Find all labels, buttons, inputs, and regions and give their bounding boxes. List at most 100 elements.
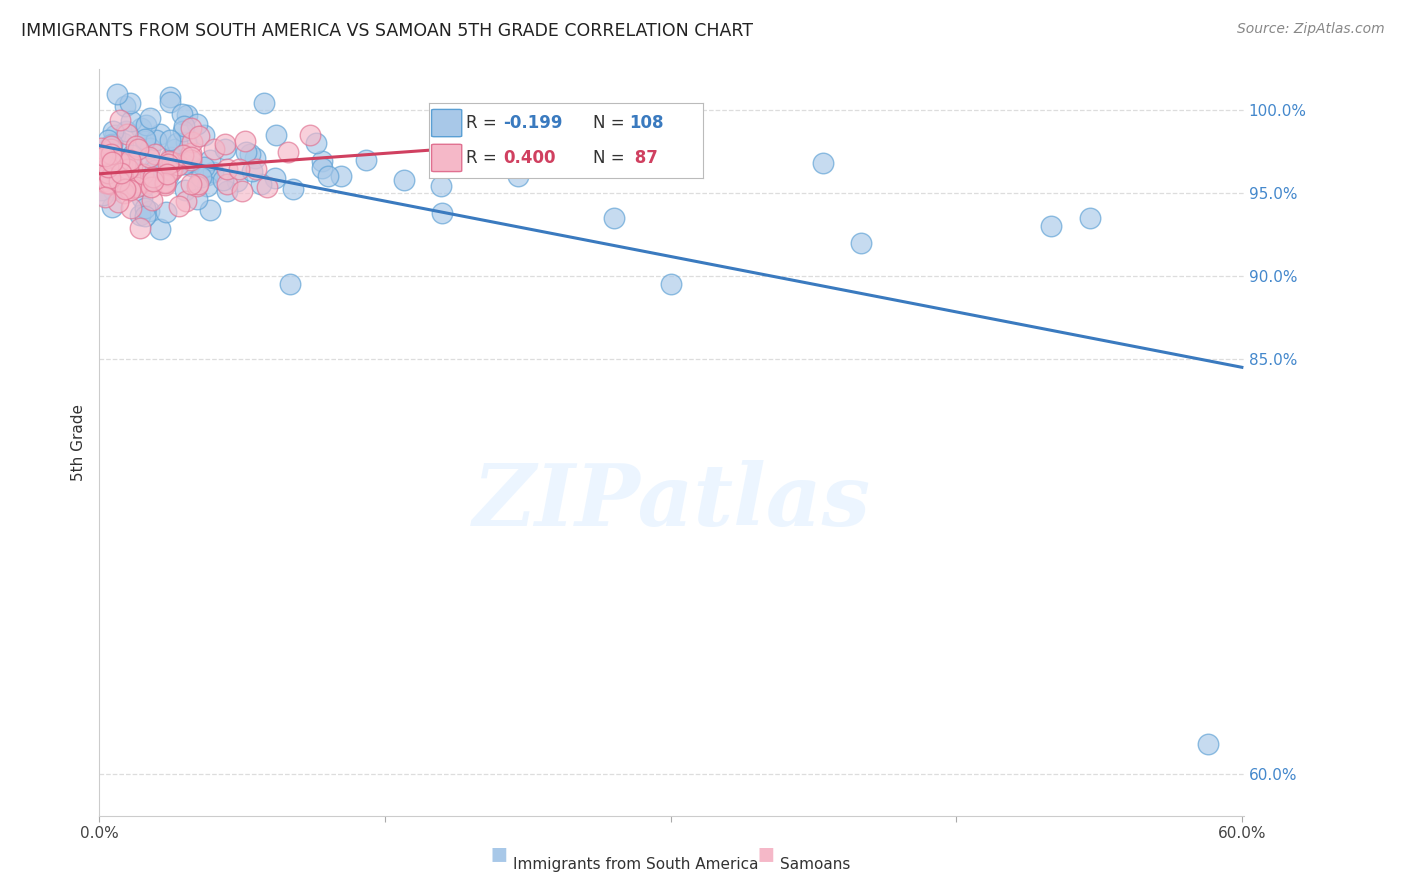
Text: Samoans: Samoans [780, 857, 851, 872]
Point [195, 168, 218, 182]
Point [108, 153, 131, 168]
Point [215, 178, 238, 192]
Point [231, 184, 253, 198]
Point [103, 153, 125, 168]
Point [101, 200, 124, 214]
Text: R =: R = [465, 114, 502, 132]
Point [111, 157, 134, 171]
Point [245, 151, 267, 165]
Point [101, 155, 124, 169]
Point [299, 128, 322, 143]
Point [214, 142, 236, 156]
Point [167, 158, 190, 172]
Point [329, 169, 352, 184]
Point [108, 112, 131, 127]
Point [118, 96, 141, 111]
Point [180, 150, 202, 164]
Point [172, 124, 194, 138]
Point [128, 220, 150, 235]
Point [91, 187, 114, 202]
Point [138, 150, 160, 164]
Point [96, 171, 118, 186]
Point [120, 179, 142, 194]
Point [125, 179, 148, 194]
Point [149, 128, 172, 142]
Point [93, 149, 115, 163]
Point [97, 166, 120, 180]
Point [157, 154, 180, 169]
Point [174, 194, 197, 208]
FancyBboxPatch shape [432, 145, 461, 171]
Point [94, 189, 117, 203]
Text: R =: R = [465, 149, 502, 167]
Point [180, 154, 202, 169]
Point [100, 177, 122, 191]
Point [114, 165, 136, 179]
Point [105, 170, 128, 185]
Point [180, 159, 202, 173]
Point [166, 136, 188, 151]
Point [159, 95, 181, 109]
Point [155, 205, 177, 219]
Point [129, 208, 152, 222]
Point [118, 169, 141, 184]
Point [311, 161, 333, 175]
Point [180, 120, 202, 135]
Point [138, 203, 160, 218]
Point [112, 167, 135, 181]
Point [94, 176, 117, 190]
Point [108, 174, 131, 188]
Text: ▪: ▪ [756, 839, 776, 867]
Point [156, 169, 179, 184]
Point [1197, 738, 1219, 752]
Point [228, 162, 250, 177]
Point [239, 147, 262, 161]
Point [90, 184, 112, 198]
Point [187, 178, 209, 192]
Point [105, 87, 128, 101]
Point [316, 169, 339, 184]
Point [188, 128, 211, 143]
Point [354, 153, 377, 167]
Point [235, 145, 257, 159]
Point [97, 176, 120, 190]
Text: N =: N = [593, 149, 630, 167]
Point [114, 179, 136, 194]
Point [145, 147, 167, 161]
Text: IMMIGRANTS FROM SOUTH AMERICA VS SAMOAN 5TH GRADE CORRELATION CHART: IMMIGRANTS FROM SOUTH AMERICA VS SAMOAN … [21, 22, 754, 40]
Point [120, 114, 142, 128]
Point [135, 176, 157, 190]
Point [117, 174, 139, 188]
Point [277, 145, 299, 160]
Point [266, 128, 288, 142]
Point [94, 159, 117, 173]
Point [131, 121, 153, 136]
Point [127, 142, 149, 156]
Point [104, 128, 127, 142]
Point [100, 136, 122, 151]
Point [134, 132, 156, 146]
Point [283, 182, 305, 196]
Point [186, 179, 208, 194]
Point [134, 178, 156, 193]
Point [153, 174, 176, 188]
Point [198, 153, 221, 167]
Point [1040, 219, 1063, 234]
Point [602, 211, 624, 225]
Point [114, 157, 136, 171]
Point [180, 145, 202, 160]
Point [145, 162, 167, 177]
Point [256, 180, 278, 194]
Point [159, 162, 181, 177]
Point [110, 157, 132, 171]
Point [149, 222, 172, 236]
Point [107, 166, 129, 180]
Point [198, 202, 221, 217]
Point [153, 178, 176, 192]
Point [90, 148, 112, 162]
Point [135, 118, 157, 132]
Point [169, 199, 191, 213]
Text: N =: N = [593, 114, 630, 132]
Point [508, 169, 530, 184]
Point [98, 171, 121, 186]
